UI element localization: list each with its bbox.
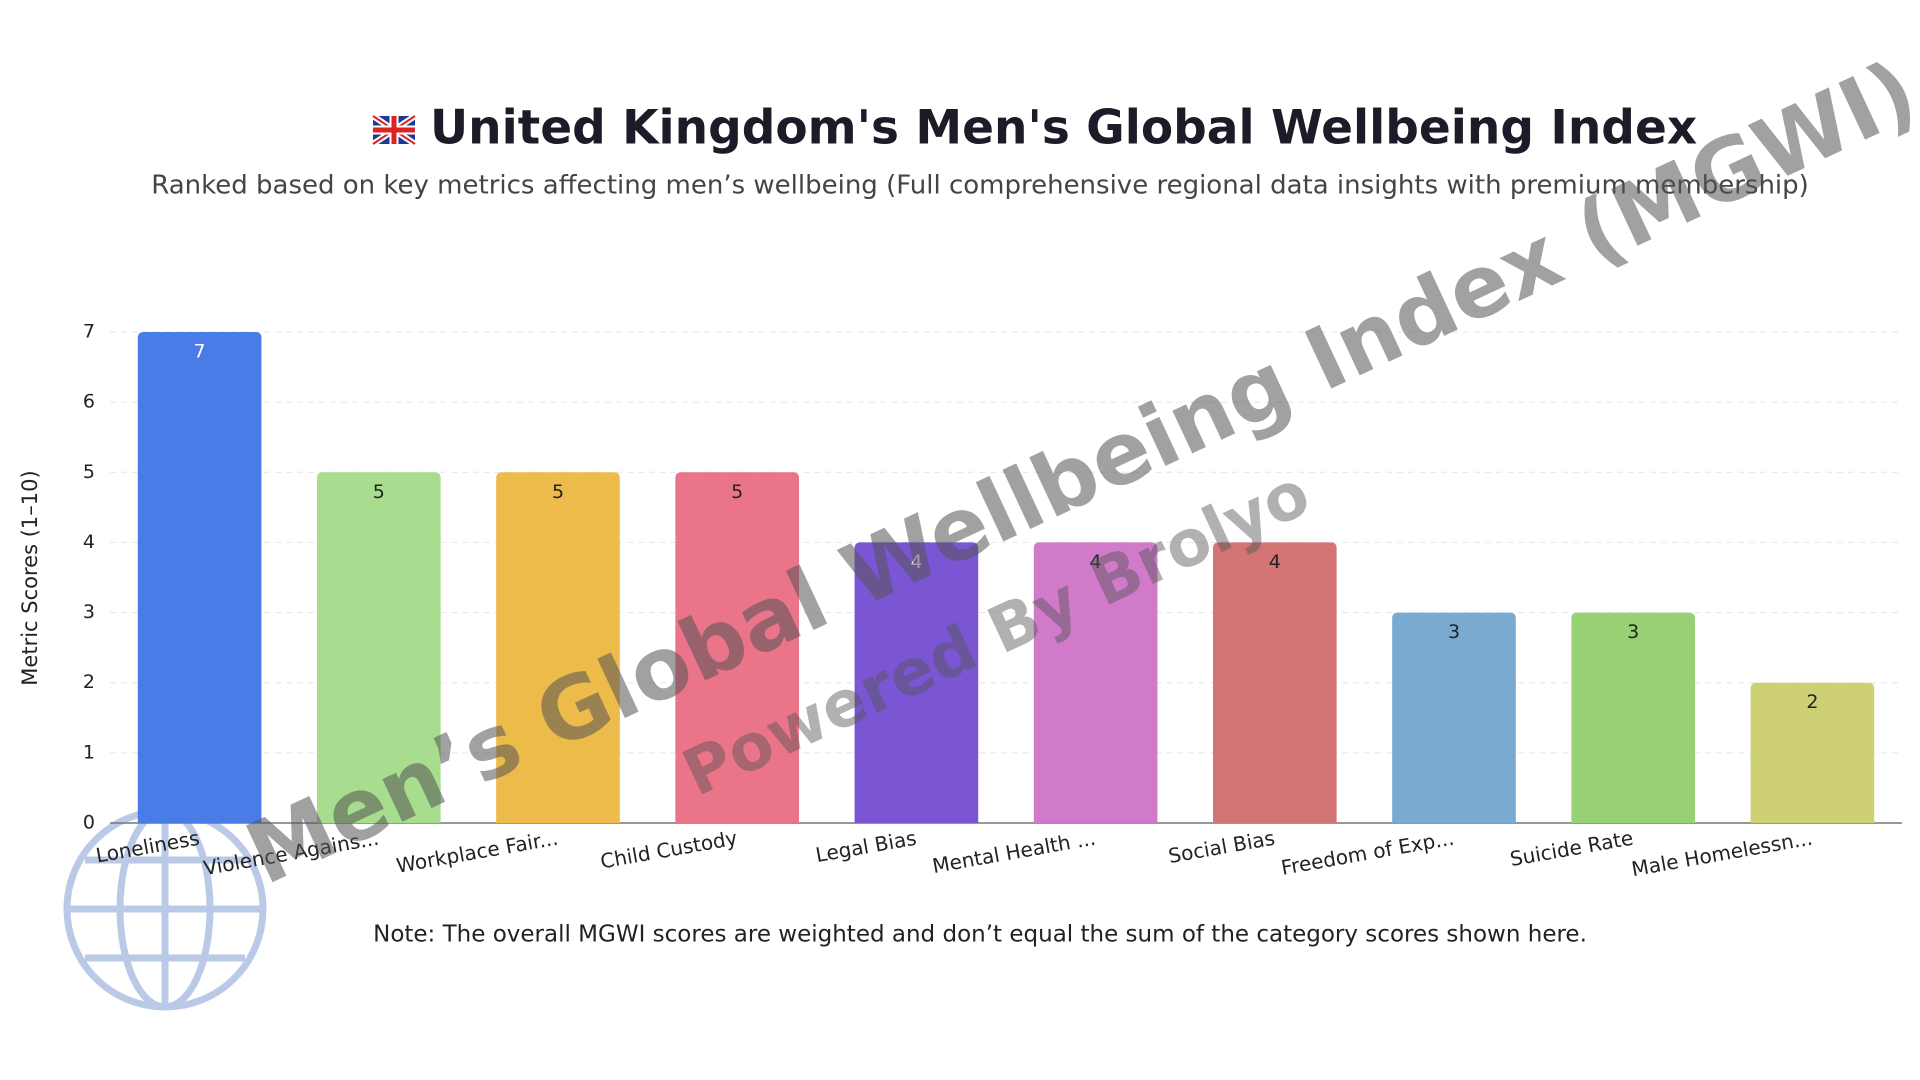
bar — [1571, 612, 1696, 823]
bar — [675, 472, 800, 823]
flag-cross-red — [373, 116, 415, 144]
bar — [1212, 542, 1337, 823]
bar — [1392, 612, 1516, 823]
flag-icon — [371, 113, 417, 147]
bar — [1750, 682, 1875, 823]
value-label: 3 — [1448, 621, 1460, 643]
value-label: 5 — [373, 481, 385, 503]
y-tick-label: 0 — [83, 812, 95, 834]
y-tick-label: 7 — [83, 321, 95, 343]
chart-title: United Kingdom's Men's Global Wellbeing … — [430, 101, 1697, 156]
x-tick-label: Legal Bias — [814, 826, 919, 867]
value-label: 2 — [1806, 691, 1818, 713]
x-tick-label: Mental Health ... — [930, 826, 1097, 878]
bar — [316, 472, 441, 823]
bar — [137, 332, 262, 823]
note: Note: The overall MGWI scores are weight… — [373, 922, 1587, 948]
globe-lines — [67, 811, 263, 1007]
chart-subtitle: Ranked based on key metrics affecting me… — [151, 171, 1809, 201]
y-tick-label: 5 — [83, 461, 95, 483]
value-label: 5 — [552, 481, 564, 503]
value-label: 5 — [731, 481, 743, 503]
value-label: 4 — [1269, 551, 1281, 573]
value-label: 4 — [910, 551, 922, 573]
y-axis-label: Metric Scores (1–10) — [18, 470, 42, 685]
y-tick-label: 1 — [83, 741, 95, 763]
x-tick-label: Male Homelessn... — [1630, 826, 1815, 881]
bar — [496, 472, 620, 823]
y-tick-label: 2 — [83, 671, 95, 693]
y-tick-label: 3 — [83, 601, 95, 623]
bar — [854, 542, 979, 823]
value-label: 4 — [1090, 551, 1102, 573]
bar — [1033, 542, 1158, 823]
value-label: 7 — [194, 341, 206, 363]
x-tick-label: Social Bias — [1166, 826, 1276, 868]
x-tick-label: Freedom of Exp... — [1279, 826, 1456, 880]
value-label: 3 — [1627, 621, 1639, 643]
x-tick-label: Child Custody — [598, 826, 739, 874]
y-tick-label: 4 — [83, 531, 95, 553]
y-tick-label: 6 — [83, 391, 95, 413]
x-tick-label: Suicide Rate — [1508, 826, 1635, 871]
